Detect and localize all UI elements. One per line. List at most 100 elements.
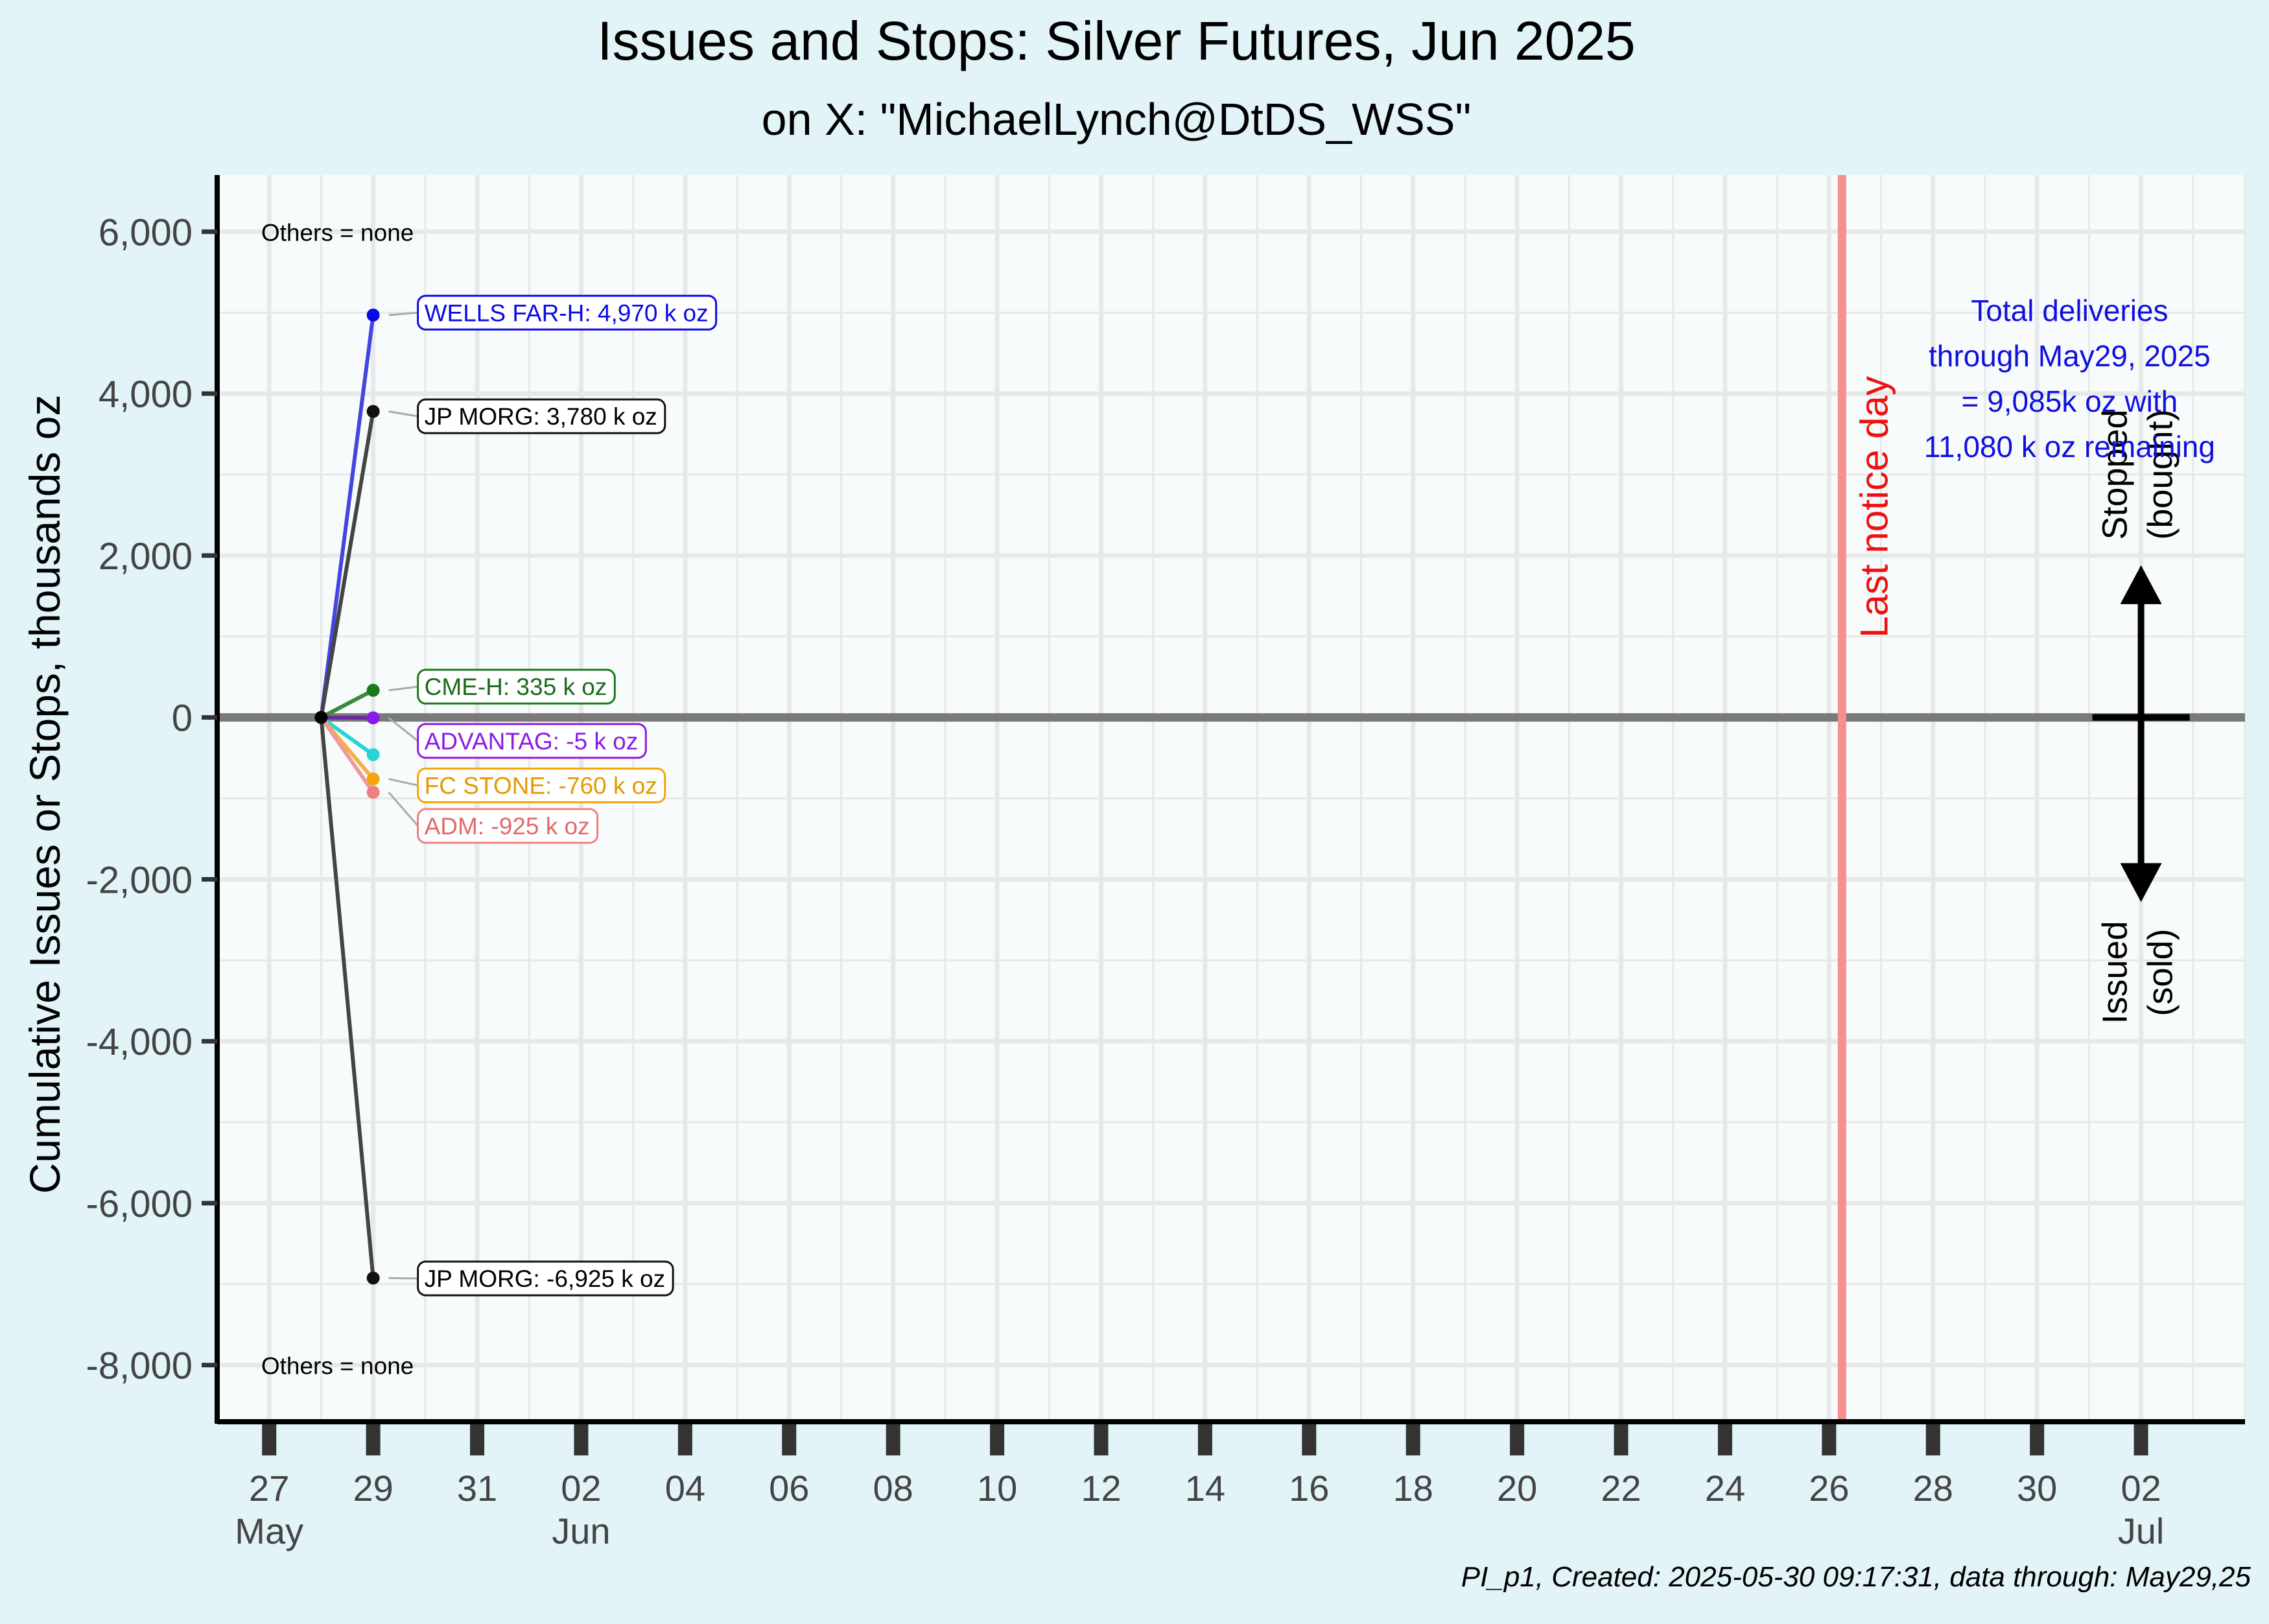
x-tick-month-label: Jun bbox=[552, 1511, 610, 1551]
series-line bbox=[320, 716, 375, 757]
last-notice-label: Last notice day bbox=[1852, 376, 1896, 638]
chart-subtitle: on X: "MichaelLynch@DtDS_WSS" bbox=[762, 94, 1472, 145]
direction-arrow-up-head bbox=[2120, 565, 2162, 604]
x-tick-label: 28 bbox=[1913, 1468, 1953, 1509]
series-line bbox=[319, 717, 375, 1278]
series-label: ADM: -925 k oz bbox=[425, 813, 590, 840]
y-tick-label: 4,000 bbox=[99, 373, 193, 416]
x-tick-label: 14 bbox=[1185, 1468, 1225, 1509]
series-label-box bbox=[417, 808, 599, 844]
series-point bbox=[366, 1271, 380, 1285]
series-label-box bbox=[417, 723, 647, 759]
y-tick-label: -6,000 bbox=[86, 1183, 193, 1225]
x-tick-label: 18 bbox=[1393, 1468, 1433, 1509]
stopped-label: Stopped bbox=[2096, 409, 2135, 539]
series-point bbox=[366, 748, 380, 762]
total-deliveries-note-line: Total deliveries bbox=[1971, 294, 2168, 327]
label-leader-line bbox=[388, 778, 418, 786]
y-axis-label: Cumulative Issues or Stops, thousands oz bbox=[21, 395, 69, 1194]
x-tick-label: 08 bbox=[873, 1468, 913, 1509]
direction-arrow-down-head bbox=[2120, 863, 2162, 902]
series-label: FC STONE: -760 k oz bbox=[425, 773, 657, 799]
x-tick bbox=[1614, 1424, 1628, 1455]
series-point bbox=[366, 405, 380, 418]
x-tick-month-label: May bbox=[235, 1511, 303, 1551]
x-tick-month-label: Jul bbox=[2118, 1511, 2165, 1551]
x-tick bbox=[1717, 1424, 1732, 1455]
issued-label: Issued bbox=[2096, 921, 2135, 1024]
series-line bbox=[319, 314, 375, 718]
plot-area: Last notice day 6,000 4,000 2,000 0 -2,000 -4,… bbox=[86, 175, 2246, 1551]
y-tick-label: -4,000 bbox=[86, 1021, 193, 1063]
label-leader-line bbox=[388, 685, 418, 692]
total-deliveries-note-line: = 9,085k oz with bbox=[1962, 384, 2178, 418]
total-deliveries-note-line: 11,080 k oz remaining bbox=[1924, 430, 2215, 464]
x-tick bbox=[1510, 1424, 1525, 1455]
total-deliveries-note-line: through May29, 2025 bbox=[1929, 339, 2211, 373]
x-tick bbox=[677, 1424, 692, 1455]
series-label: JP MORG: -6,925 k oz bbox=[425, 1265, 666, 1292]
x-tick bbox=[366, 1424, 381, 1455]
others-top-note: Others = none bbox=[261, 219, 414, 246]
y-tick-label: 6,000 bbox=[99, 211, 193, 253]
series-line bbox=[320, 688, 375, 720]
series-label-box bbox=[417, 1260, 674, 1297]
x-tick bbox=[470, 1424, 485, 1455]
x-tick bbox=[1405, 1424, 1420, 1455]
x-tick bbox=[262, 1424, 277, 1455]
x-tick bbox=[886, 1424, 900, 1455]
x-tick bbox=[574, 1424, 589, 1455]
series-point bbox=[366, 772, 380, 786]
x-tick-label: 31 bbox=[457, 1468, 497, 1509]
x-tick bbox=[2134, 1424, 2148, 1455]
x-tick-label: 29 bbox=[353, 1468, 393, 1509]
y-tick-label: 0 bbox=[172, 698, 193, 740]
x-tick-label: 02 bbox=[2121, 1468, 2161, 1509]
series-line bbox=[319, 411, 375, 718]
x-tick-label: 12 bbox=[1081, 1468, 1121, 1509]
x-tick-label: 20 bbox=[1497, 1468, 1537, 1509]
x-tick bbox=[2030, 1424, 2045, 1455]
x-tick bbox=[1822, 1424, 1837, 1455]
x-tick-label: 22 bbox=[1601, 1468, 1641, 1509]
series-label-box bbox=[417, 768, 666, 804]
label-leader-line bbox=[388, 792, 419, 827]
x-tick bbox=[1197, 1424, 1212, 1455]
x-tick-label: 10 bbox=[977, 1468, 1017, 1509]
series-label: WELLS FAR-H: 4,970 k oz bbox=[425, 300, 709, 326]
x-tick-label: 16 bbox=[1289, 1468, 1329, 1509]
series-line bbox=[319, 716, 375, 794]
series-label-box bbox=[417, 398, 666, 434]
series-point bbox=[366, 683, 380, 697]
x-tick-label: 26 bbox=[1809, 1468, 1849, 1509]
x-tick-label: 24 bbox=[1705, 1468, 1745, 1509]
x-tick-label: 06 bbox=[769, 1468, 809, 1509]
label-leader-line bbox=[388, 311, 418, 316]
series-point bbox=[366, 711, 380, 725]
x-tick bbox=[1302, 1424, 1317, 1455]
chart-title: Issues and Stops: Silver Futures, Jun 20… bbox=[597, 10, 1636, 71]
x-tick-label: 27 bbox=[249, 1468, 289, 1509]
issued-sub-label: (sold) bbox=[2141, 928, 2180, 1016]
series-label: CME-H: 335 k oz bbox=[425, 674, 607, 700]
y-tick-label: -2,000 bbox=[86, 859, 193, 901]
x-tick bbox=[1925, 1424, 1940, 1455]
x-tick-label: 30 bbox=[2017, 1468, 2057, 1509]
series-point bbox=[366, 786, 380, 799]
x-tick bbox=[990, 1424, 1005, 1455]
series-label: JP MORG: 3,780 k oz bbox=[425, 403, 657, 430]
x-tick-label: 04 bbox=[665, 1468, 705, 1509]
series-label-box bbox=[417, 668, 616, 705]
x-tick bbox=[782, 1424, 797, 1455]
others-bottom-note: Others = none bbox=[261, 1353, 414, 1380]
series-label: ADVANTAG: -5 k oz bbox=[425, 728, 639, 755]
x-tick-label: 02 bbox=[561, 1468, 601, 1509]
series-label-box bbox=[417, 294, 718, 331]
y-tick-label: 2,000 bbox=[99, 535, 193, 578]
series-origin-point bbox=[314, 711, 328, 724]
x-tick bbox=[1094, 1424, 1109, 1455]
y-tick-label: -8,000 bbox=[86, 1345, 193, 1387]
series-point bbox=[366, 309, 380, 322]
